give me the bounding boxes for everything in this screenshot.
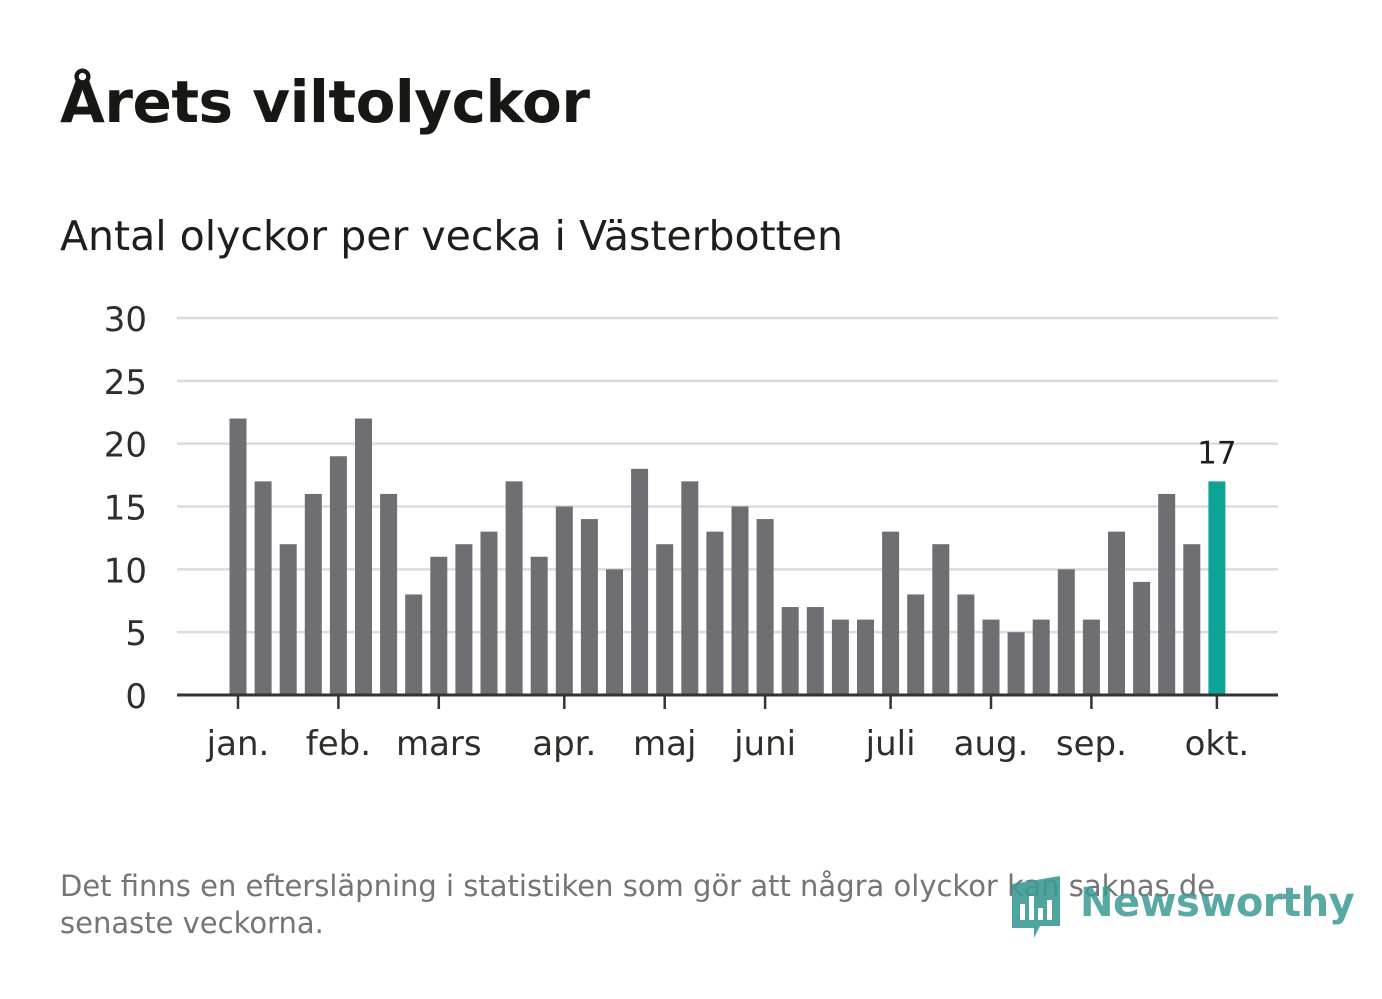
y-tick-label: 0 xyxy=(125,677,147,717)
bar xyxy=(681,481,699,695)
bar xyxy=(731,506,749,695)
bar xyxy=(505,481,523,695)
x-tick-label: feb. xyxy=(306,724,371,764)
x-axis-ticks: jan. feb. mars apr. maj juni juli aug. sep. okt. xyxy=(206,695,1250,764)
x-tick-label: okt. xyxy=(1185,724,1250,764)
bar xyxy=(656,544,674,695)
bar xyxy=(580,519,598,695)
x-tick-label: maj xyxy=(633,724,696,764)
bar xyxy=(957,594,975,695)
y-tick-label: 10 xyxy=(104,551,147,591)
bar xyxy=(555,506,573,695)
bar xyxy=(1082,619,1100,695)
bar xyxy=(1133,581,1151,695)
bar xyxy=(329,456,347,695)
bar xyxy=(982,619,1000,695)
y-tick-label: 20 xyxy=(104,426,147,466)
bar xyxy=(756,519,774,695)
x-tick-label: juni xyxy=(733,724,796,764)
bar xyxy=(1057,569,1075,695)
x-tick-label: apr. xyxy=(532,724,596,764)
bar xyxy=(907,594,925,695)
bar xyxy=(405,594,423,695)
bar xyxy=(430,556,448,695)
bar xyxy=(1007,632,1025,695)
bar xyxy=(229,418,247,695)
bar xyxy=(380,493,398,695)
bar xyxy=(781,607,799,695)
x-tick-label: aug. xyxy=(954,724,1029,764)
bar xyxy=(1032,619,1050,695)
bar xyxy=(1183,544,1201,695)
bar xyxy=(530,556,548,695)
bar-highlighted xyxy=(1208,481,1226,695)
y-tick-label: 15 xyxy=(104,489,147,529)
x-tick-label: sep. xyxy=(1056,724,1127,764)
bar xyxy=(706,531,724,695)
bar xyxy=(455,544,473,695)
bar xyxy=(831,619,849,695)
bar xyxy=(932,544,950,695)
bar xyxy=(480,531,498,695)
bar xyxy=(1108,531,1125,695)
bar xyxy=(1158,493,1176,695)
bar xyxy=(857,619,874,695)
bar xyxy=(279,544,297,695)
bars xyxy=(229,418,1226,695)
highlight-value-label: 17 xyxy=(1197,435,1236,471)
y-tick-label: 5 xyxy=(125,614,147,654)
bar xyxy=(304,493,322,695)
bar xyxy=(355,418,372,695)
bar xyxy=(631,468,649,695)
bar xyxy=(882,531,900,695)
x-tick-label: jan. xyxy=(206,724,270,764)
y-tick-label: 25 xyxy=(104,363,147,403)
x-tick-label: juli xyxy=(865,724,916,764)
bar xyxy=(606,569,623,695)
logo-text: Newsworthy xyxy=(1080,880,1355,926)
x-tick-label: mars xyxy=(396,724,482,764)
y-tick-label: 30 xyxy=(104,300,147,340)
data-labels: 17 xyxy=(1197,435,1236,471)
bar xyxy=(254,481,272,695)
y-axis-ticks: 0 5 10 15 20 25 30 xyxy=(104,300,147,717)
newsworthy-logo-icon xyxy=(1012,876,1060,938)
newsworthy-logo: Newsworthy xyxy=(1012,876,1355,944)
chart-title: Årets viltolyckor xyxy=(60,68,590,136)
chart-subtitle: Antal olyckor per vecka i Västerbotten xyxy=(60,212,843,260)
bar-chart: 0 5 10 15 20 25 30 jan. feb. mars apr. maj juni juli… xyxy=(104,300,1278,764)
bar xyxy=(806,607,824,695)
